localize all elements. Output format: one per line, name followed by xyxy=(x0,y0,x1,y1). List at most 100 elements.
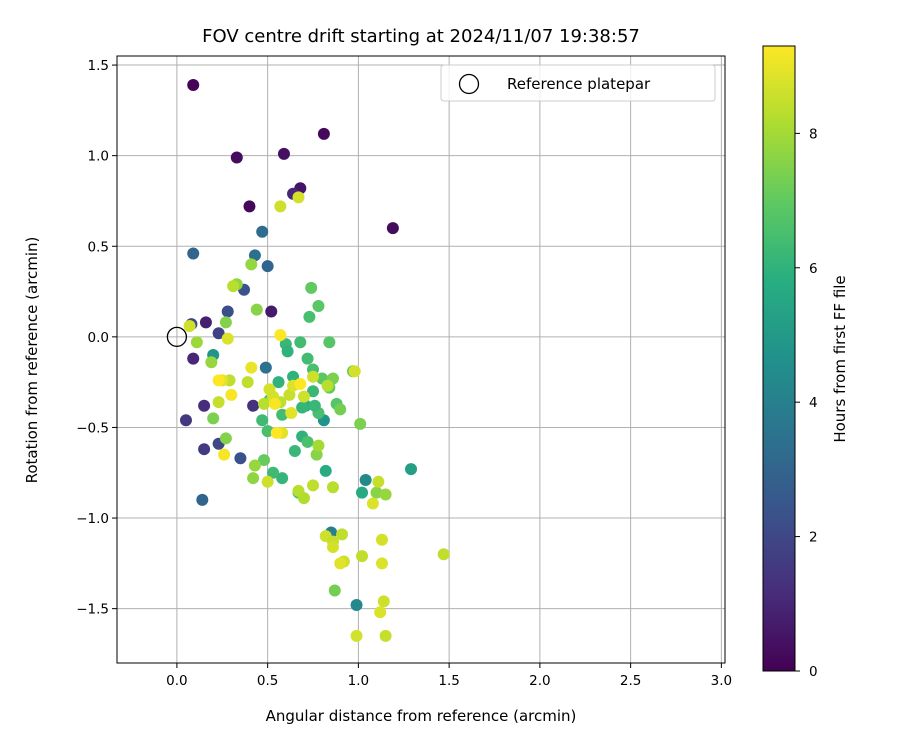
reference-platepar-marker xyxy=(166,326,188,348)
data-point xyxy=(303,310,316,323)
data-point xyxy=(375,557,388,570)
colorbar-tick-label: 0 xyxy=(809,664,818,680)
data-point xyxy=(272,376,285,389)
data-point xyxy=(241,376,254,389)
data-point xyxy=(205,356,218,369)
data-point xyxy=(261,475,274,488)
x-tick-label: 2.5 xyxy=(620,673,641,689)
data-point xyxy=(268,397,281,410)
colorbar-tick-label: 6 xyxy=(809,261,818,277)
data-point xyxy=(263,383,276,396)
y-axis-label: Rotation from reference (arcmin) xyxy=(23,237,41,484)
data-point xyxy=(198,443,211,456)
x-tick-label: 1.5 xyxy=(438,673,459,689)
data-point xyxy=(261,260,274,273)
data-point xyxy=(301,435,314,448)
data-point xyxy=(270,426,283,439)
data-point xyxy=(356,550,369,563)
y-tick-label: 1.5 xyxy=(88,58,109,74)
data-point xyxy=(328,584,341,597)
data-point xyxy=(221,332,234,345)
colorbar xyxy=(762,45,796,672)
data-point xyxy=(294,336,307,349)
data-point xyxy=(281,345,294,358)
data-point xyxy=(370,486,383,499)
data-point xyxy=(323,336,336,349)
data-point xyxy=(212,327,225,340)
data-point xyxy=(317,127,330,140)
data-point xyxy=(379,488,392,501)
data-point xyxy=(277,147,290,160)
data-point xyxy=(326,481,339,494)
x-tick-label: 0.0 xyxy=(166,673,187,689)
data-point xyxy=(276,408,289,421)
data-point xyxy=(354,417,367,430)
data-point xyxy=(219,316,232,329)
data-point xyxy=(375,533,388,546)
colorbar-tick-label: 2 xyxy=(809,530,818,546)
data-point xyxy=(283,388,296,401)
data-point xyxy=(296,401,309,414)
y-tick-label: 1.0 xyxy=(88,149,109,165)
data-points xyxy=(179,78,450,642)
data-point xyxy=(259,361,272,374)
data-point xyxy=(307,479,320,492)
colorbar-tick-label: 8 xyxy=(809,126,818,142)
legend: Reference platepar xyxy=(440,64,716,102)
legend-label: Reference platepar xyxy=(507,75,651,93)
data-point xyxy=(250,303,263,316)
data-point xyxy=(212,374,225,387)
data-point xyxy=(234,452,247,465)
data-point xyxy=(336,528,349,541)
data-point xyxy=(187,78,200,91)
data-point xyxy=(379,629,392,642)
data-point xyxy=(261,425,274,438)
data-point xyxy=(326,541,339,554)
data-point xyxy=(258,454,271,467)
data-point xyxy=(350,629,363,642)
x-tick-label: 2.0 xyxy=(529,673,550,689)
x-tick-label: 3.0 xyxy=(711,673,732,689)
data-point xyxy=(307,370,320,383)
data-point xyxy=(437,548,450,561)
data-point xyxy=(274,200,287,213)
data-point xyxy=(285,406,298,419)
data-point xyxy=(292,191,305,204)
plot-frame xyxy=(116,55,726,664)
data-point xyxy=(243,200,256,213)
data-point xyxy=(199,316,212,329)
data-point xyxy=(245,258,258,271)
data-point xyxy=(287,370,300,383)
data-point xyxy=(321,379,334,392)
data-point xyxy=(359,473,372,486)
data-point xyxy=(276,472,289,485)
data-point xyxy=(297,492,310,505)
data-point xyxy=(248,459,261,472)
data-point xyxy=(267,466,280,479)
data-point xyxy=(221,305,234,318)
data-point xyxy=(377,595,390,608)
data-point xyxy=(187,247,200,260)
data-point xyxy=(179,414,192,427)
data-point xyxy=(386,222,399,235)
data-point xyxy=(288,445,301,458)
data-point xyxy=(265,305,278,318)
data-point xyxy=(225,388,238,401)
x-tick-label: 1.0 xyxy=(348,673,369,689)
data-point xyxy=(356,486,369,499)
data-point xyxy=(219,432,232,445)
data-point xyxy=(366,497,379,510)
y-tick-label: −1.5 xyxy=(76,602,109,618)
data-point xyxy=(183,319,196,332)
data-point xyxy=(307,385,320,398)
colorbar-ticks: 0 2 4 6 8 xyxy=(795,126,818,680)
data-point xyxy=(218,448,231,461)
data-point xyxy=(374,606,387,619)
data-point xyxy=(248,249,261,262)
colorbar-tick-label: 4 xyxy=(809,395,818,411)
data-point xyxy=(247,399,260,412)
data-point xyxy=(310,448,323,461)
data-point xyxy=(348,365,361,378)
